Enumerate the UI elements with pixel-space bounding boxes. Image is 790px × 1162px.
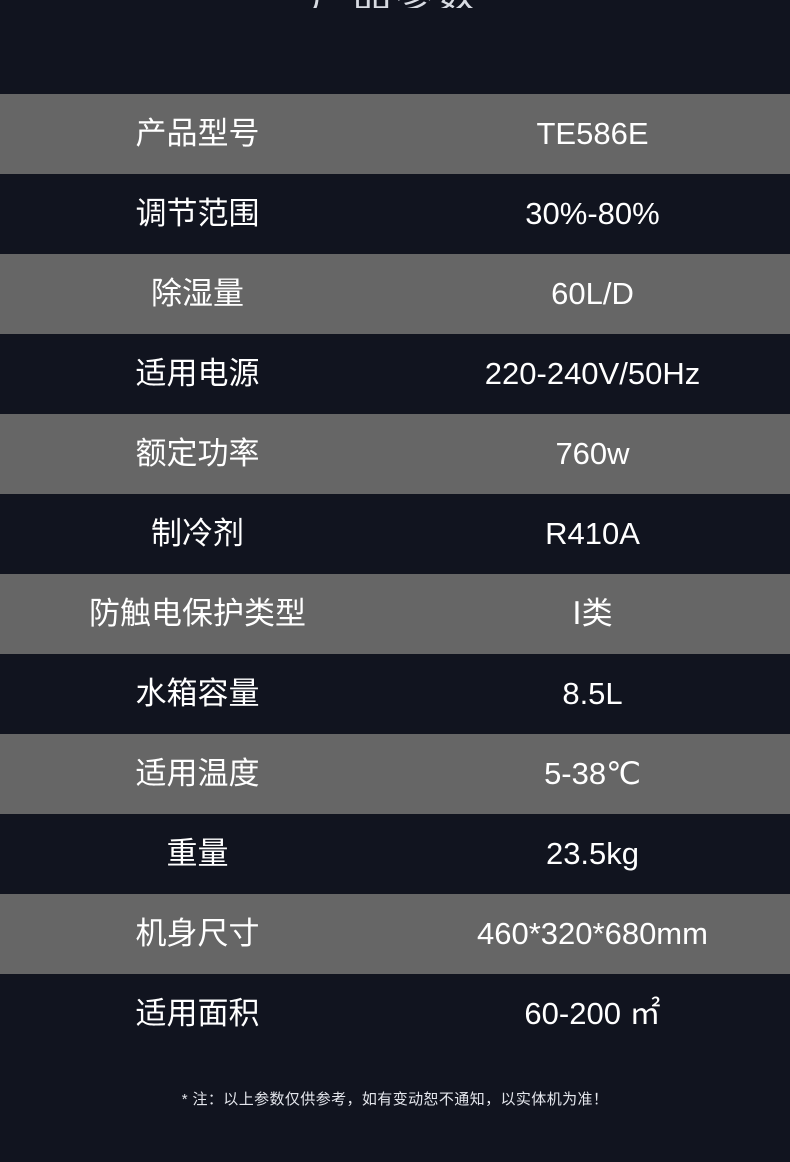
spec-label: 适用电源 bbox=[135, 355, 260, 391]
table-row: 重量 23.5kg bbox=[0, 814, 790, 894]
table-row: 适用面积 60-200 ㎡ bbox=[0, 974, 790, 1054]
spec-label: 重量 bbox=[166, 835, 229, 871]
spec-label: 适用温度 bbox=[135, 755, 260, 791]
page-title: 产品参数 bbox=[0, 0, 790, 19]
spec-value: R410A bbox=[545, 515, 640, 551]
spec-label: 除湿量 bbox=[151, 275, 244, 311]
spec-table: 产品型号 TE586E 调节范围 30%-80% 除湿量 60L/D 适用电源 … bbox=[0, 94, 790, 1054]
spec-value: 220-240V/50Hz bbox=[484, 355, 701, 391]
spec-label: 水箱容量 bbox=[135, 675, 260, 711]
table-row: 水箱容量 8.5L bbox=[0, 654, 790, 734]
spec-value: 23.5kg bbox=[545, 835, 640, 871]
spec-label: 机身尺寸 bbox=[135, 915, 260, 951]
spec-label: 防触电保护类型 bbox=[89, 595, 306, 631]
table-row: 产品型号 TE586E bbox=[0, 94, 790, 174]
spec-value: 8.5L bbox=[562, 675, 623, 711]
spec-value: 760w bbox=[555, 435, 630, 471]
spec-label: 适用面积 bbox=[135, 995, 260, 1031]
spec-value: 460*320*680mm bbox=[477, 915, 708, 951]
spec-value: 30%-80% bbox=[525, 195, 660, 231]
footnote-disclaimer: * 注：以上参数仅供参考，如有变动恕不通知，以实体机为准！ bbox=[181, 1091, 609, 1108]
table-row: 适用温度 5-38℃ bbox=[0, 734, 790, 814]
table-row: 除湿量 60L/D bbox=[0, 254, 790, 334]
table-row: 适用电源 220-240V/50Hz bbox=[0, 334, 790, 414]
spec-value: 5-38℃ bbox=[544, 755, 641, 791]
spec-label: 额定功率 bbox=[135, 435, 260, 471]
table-row: 机身尺寸 460*320*680mm bbox=[0, 894, 790, 974]
spec-value: TE586E bbox=[536, 115, 649, 151]
header-spacer bbox=[0, 8, 790, 94]
spec-value: 60L/D bbox=[551, 275, 634, 311]
spec-label: 制冷剂 bbox=[151, 515, 244, 551]
table-row: 额定功率 760w bbox=[0, 414, 790, 494]
table-row: 制冷剂 R410A bbox=[0, 494, 790, 574]
spec-value: 60-200 ㎡ bbox=[524, 995, 661, 1031]
table-row: 防触电保护类型 Ⅰ类 bbox=[0, 574, 790, 654]
table-row: 调节范围 30%-80% bbox=[0, 174, 790, 254]
spec-label: 调节范围 bbox=[135, 195, 260, 231]
spec-value: Ⅰ类 bbox=[572, 595, 613, 631]
spec-label: 产品型号 bbox=[135, 115, 260, 151]
